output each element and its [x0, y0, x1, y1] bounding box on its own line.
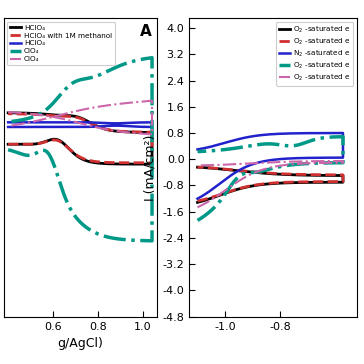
Legend: HClO₄, HClO₄ with 1M methanol, HClO₄, ClO₄, ClO₄: HClO₄, HClO₄ with 1M methanol, HClO₄, Cl…	[7, 22, 115, 65]
Legend: O$_2$ -saturated e, O$_2$ -saturated e, N$_2$ -saturated e, O$_2$ -saturated e, : O$_2$ -saturated e, O$_2$ -saturated e, …	[276, 22, 353, 86]
X-axis label: g/AgCl): g/AgCl)	[57, 337, 103, 350]
Text: A: A	[140, 24, 152, 39]
Y-axis label: I (mA/cm²): I (mA/cm²)	[144, 134, 157, 201]
